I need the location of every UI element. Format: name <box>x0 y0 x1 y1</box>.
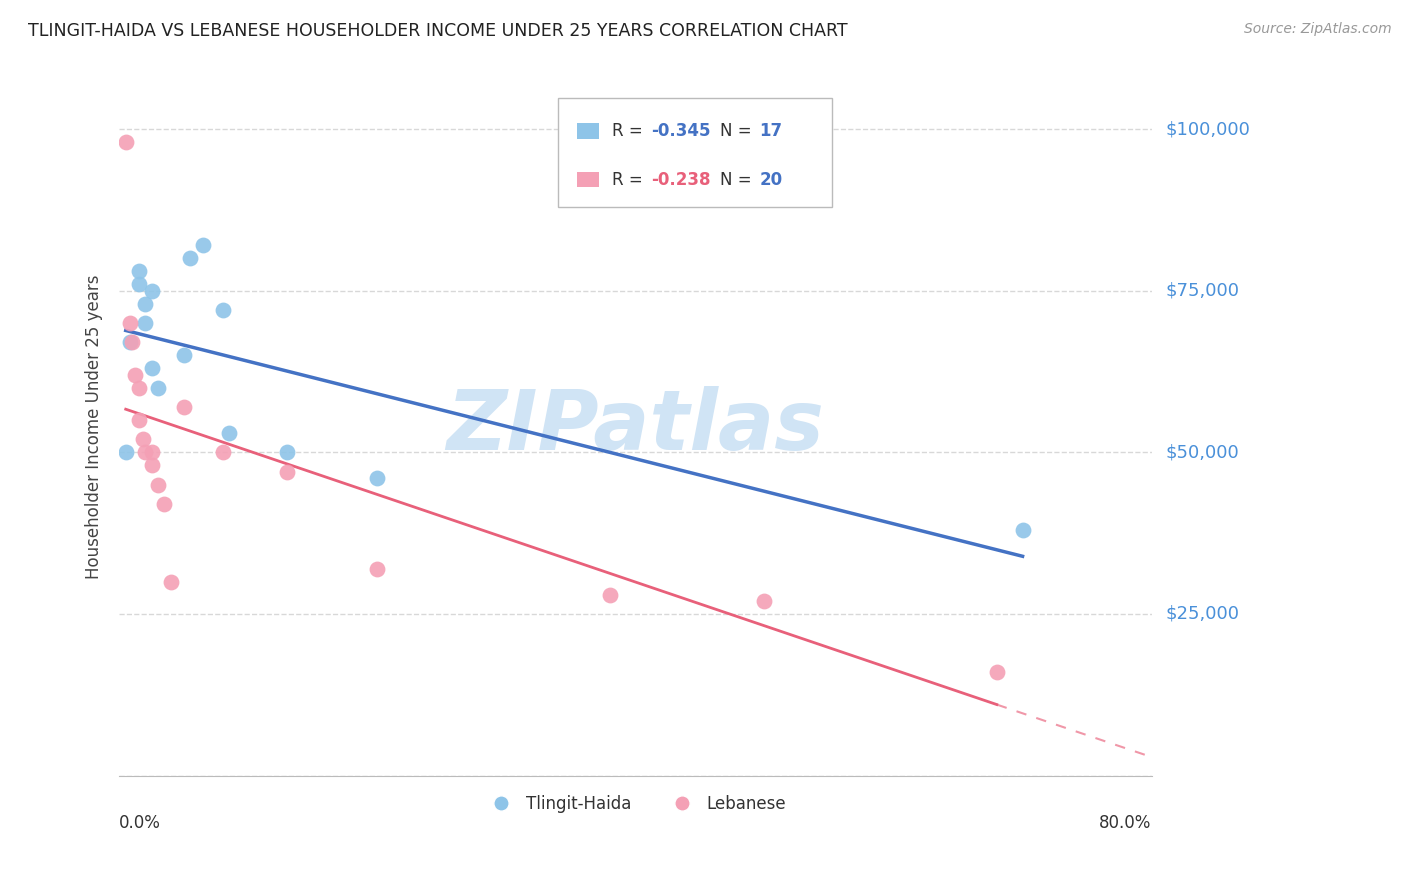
FancyBboxPatch shape <box>576 123 599 138</box>
Text: $75,000: $75,000 <box>1166 282 1240 300</box>
Point <box>131 433 153 447</box>
Point <box>146 477 169 491</box>
Text: $100,000: $100,000 <box>1166 120 1250 138</box>
Point <box>191 238 214 252</box>
Point <box>366 471 388 485</box>
Point <box>146 381 169 395</box>
Text: ZIPatlas: ZIPatlas <box>447 386 824 467</box>
Text: -0.345: -0.345 <box>651 122 710 140</box>
Point <box>1011 523 1033 537</box>
Text: TLINGIT-HAIDA VS LEBANESE HOUSEHOLDER INCOME UNDER 25 YEARS CORRELATION CHART: TLINGIT-HAIDA VS LEBANESE HOUSEHOLDER IN… <box>28 22 848 40</box>
Point <box>218 425 240 440</box>
Point <box>153 497 176 511</box>
Point <box>141 361 163 376</box>
Point <box>134 296 156 310</box>
Text: Source: ZipAtlas.com: Source: ZipAtlas.com <box>1244 22 1392 37</box>
Point <box>276 445 298 459</box>
Point <box>134 316 156 330</box>
Text: $25,000: $25,000 <box>1166 605 1240 623</box>
Text: 17: 17 <box>759 122 783 140</box>
Text: 0.0%: 0.0% <box>120 814 162 832</box>
Point <box>128 277 150 292</box>
Point <box>173 348 195 362</box>
Point <box>599 588 621 602</box>
Point <box>160 574 183 589</box>
Point <box>128 264 150 278</box>
Y-axis label: Householder Income Under 25 years: Householder Income Under 25 years <box>86 274 103 579</box>
Text: 20: 20 <box>759 170 783 188</box>
Text: N =: N = <box>720 170 756 188</box>
Point <box>118 316 141 330</box>
FancyBboxPatch shape <box>576 172 599 187</box>
Point <box>114 135 136 149</box>
Point <box>211 445 233 459</box>
Text: -0.238: -0.238 <box>651 170 710 188</box>
Point <box>141 445 163 459</box>
Legend: Tlingit-Haida, Lebanese: Tlingit-Haida, Lebanese <box>478 789 793 820</box>
Point <box>179 252 201 266</box>
Point <box>754 594 776 608</box>
Point <box>124 368 146 382</box>
Point <box>114 445 136 459</box>
Point <box>276 465 298 479</box>
FancyBboxPatch shape <box>558 98 831 207</box>
Point <box>366 562 388 576</box>
Point <box>211 303 233 318</box>
Text: $50,000: $50,000 <box>1166 443 1239 461</box>
Point <box>986 665 1008 679</box>
Point <box>134 445 156 459</box>
Point <box>121 335 143 350</box>
Text: 80.0%: 80.0% <box>1099 814 1152 832</box>
Point <box>141 284 163 298</box>
Point <box>128 413 150 427</box>
Point <box>141 458 163 473</box>
Point <box>173 400 195 414</box>
Point <box>128 381 150 395</box>
Text: R =: R = <box>612 170 648 188</box>
Text: R =: R = <box>612 122 648 140</box>
Text: N =: N = <box>720 122 756 140</box>
Point <box>118 335 141 350</box>
